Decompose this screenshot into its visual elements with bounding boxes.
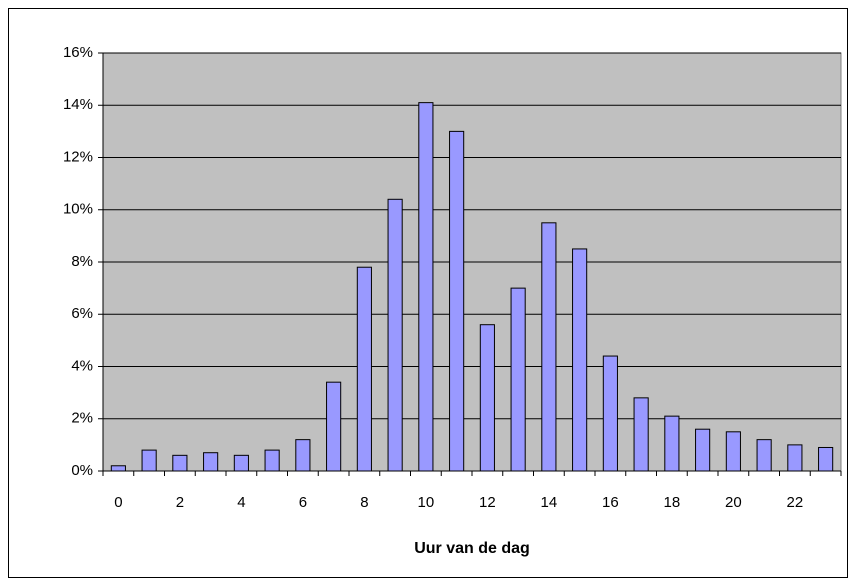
x-tick-label: 22: [787, 494, 804, 511]
bar: [602, 355, 618, 472]
bar: [510, 287, 526, 472]
x-tick-label: 6: [299, 494, 307, 511]
bar: [264, 449, 280, 472]
bar: [725, 431, 741, 472]
x-tick-label: 18: [664, 494, 681, 511]
x-tick-label: 2: [176, 494, 184, 511]
x-tick-label: 16: [602, 494, 619, 511]
bar: [141, 449, 157, 472]
bar: [295, 439, 311, 472]
x-tick-label: 14: [541, 494, 558, 511]
x-axis-label: Uur van de dag: [414, 540, 530, 557]
bar: [449, 130, 465, 472]
y-tick-label: 4%: [71, 357, 93, 374]
bar: [633, 397, 649, 472]
bar: [110, 465, 126, 472]
bar: [695, 428, 711, 472]
bar: [818, 446, 834, 472]
y-tick-label: 6%: [71, 305, 93, 322]
bar: [479, 324, 495, 472]
y-tick-label: 14%: [63, 96, 93, 113]
x-tick-label: 10: [418, 494, 435, 511]
x-tick-label: 4: [237, 494, 245, 511]
x-tick-label: 0: [114, 494, 122, 511]
bar: [664, 415, 680, 472]
x-tick-label: 8: [360, 494, 368, 511]
bar: [203, 452, 219, 472]
bar: [418, 102, 434, 472]
bar: [387, 198, 403, 472]
y-tick-label: 10%: [63, 201, 93, 218]
bar: [326, 381, 342, 472]
bar: [572, 248, 588, 472]
y-tick-label: 8%: [71, 253, 93, 270]
x-tick-label: 20: [725, 494, 742, 511]
bar: [233, 454, 249, 472]
bar: [172, 454, 188, 472]
bar: [756, 439, 772, 472]
y-tick-label: 16%: [63, 44, 93, 61]
y-tick-label: 2%: [71, 410, 93, 427]
bar: [356, 266, 372, 472]
x-tick-label: 12: [479, 494, 496, 511]
bar: [541, 222, 557, 472]
y-tick-label: 12%: [63, 148, 93, 165]
bar: [787, 444, 803, 472]
y-tick-label: 0%: [71, 462, 93, 479]
